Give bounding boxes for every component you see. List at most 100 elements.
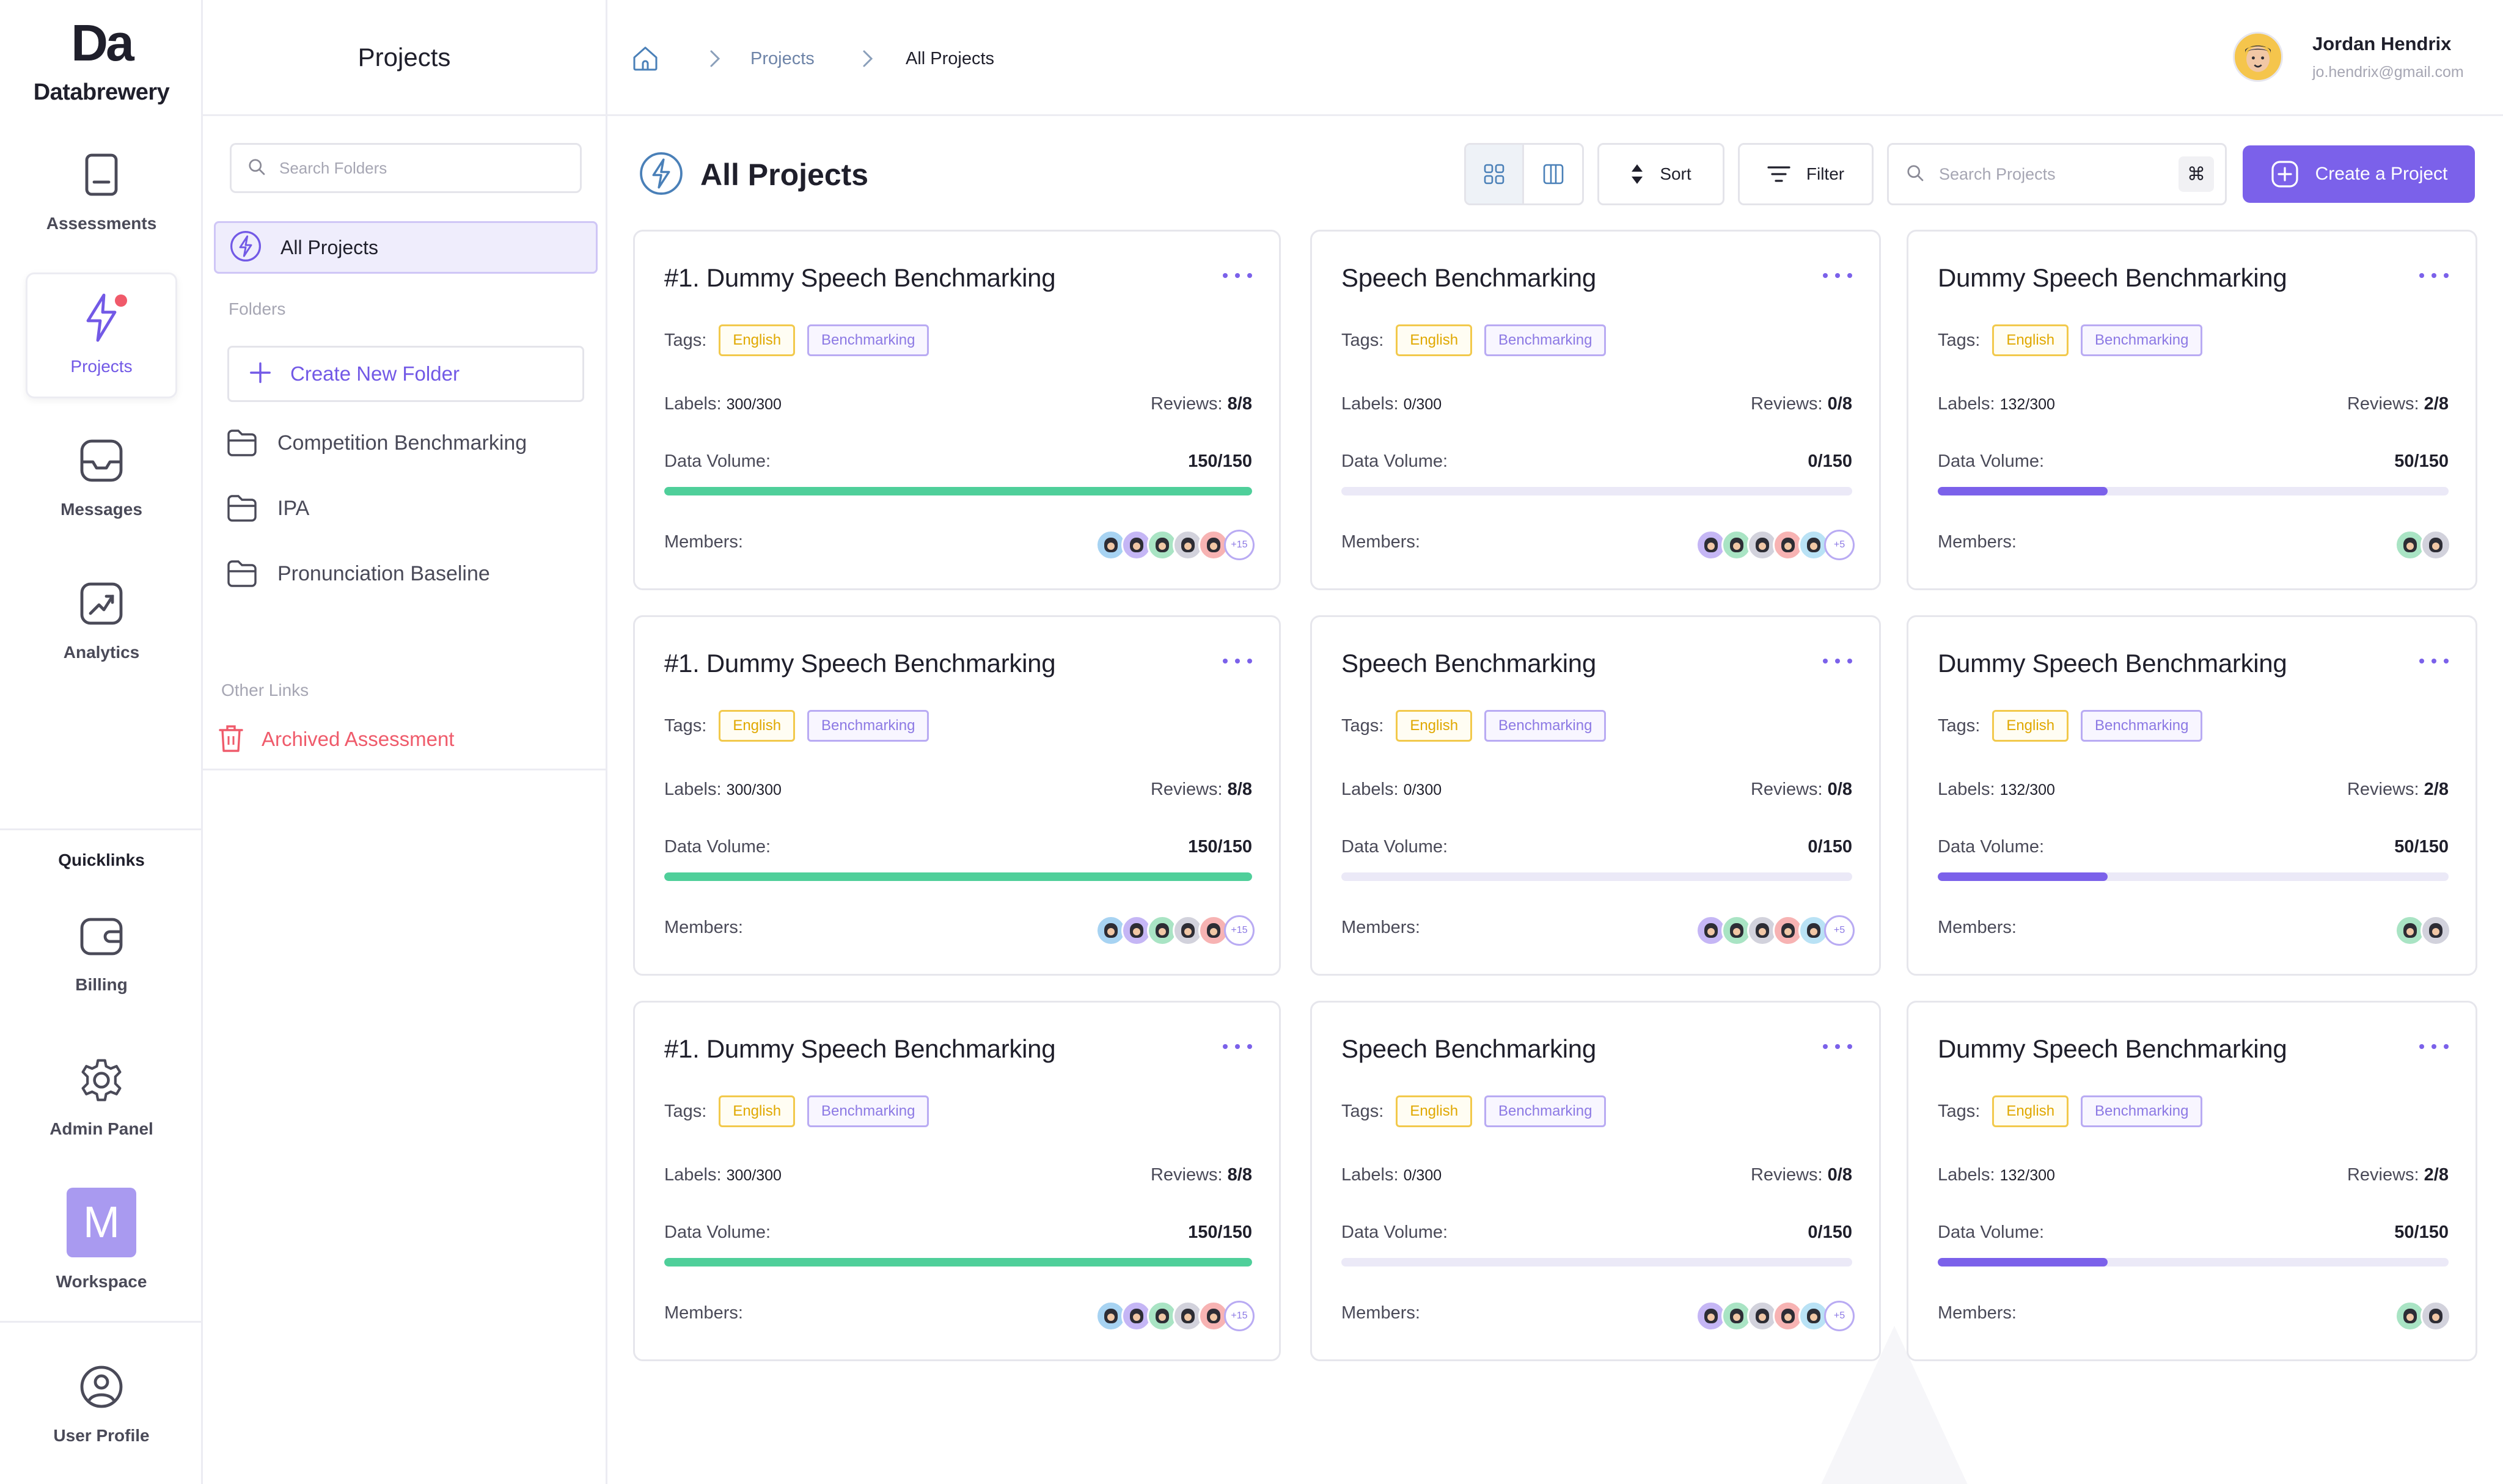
create-new-folder-button[interactable]: Create New Folder [227, 346, 584, 402]
member-avatar[interactable] [1798, 530, 1829, 560]
project-card[interactable]: #1. Dummy Speech Benchmarking Tags: Engl… [633, 615, 1281, 976]
project-card[interactable]: Dummy Speech Benchmarking Tags: English … [1907, 615, 2477, 976]
member-avatar[interactable] [2395, 1301, 2425, 1331]
extra-members-badge[interactable]: +15 [1224, 1301, 1255, 1331]
member-avatar[interactable] [1121, 530, 1152, 560]
archived-assessment-link[interactable]: Archived Assessment [218, 721, 454, 758]
member-avatar[interactable] [2421, 1301, 2451, 1331]
tag-badge[interactable]: Benchmarking [1484, 324, 1607, 356]
more-options-icon[interactable] [1223, 1042, 1252, 1051]
member-avatar[interactable] [2421, 915, 2451, 946]
extra-members-badge[interactable]: +15 [1224, 915, 1255, 946]
member-avatar[interactable] [2395, 530, 2425, 560]
avatar[interactable] [2233, 32, 2283, 82]
member-avatars[interactable]: +5 [1696, 915, 1855, 946]
project-card[interactable]: Dummy Speech Benchmarking Tags: English … [1907, 230, 2477, 590]
member-avatar[interactable] [1096, 1301, 1126, 1331]
member-avatar[interactable] [1696, 530, 1726, 560]
more-options-icon[interactable] [1823, 1042, 1852, 1051]
more-options-icon[interactable] [1823, 271, 1852, 280]
project-card[interactable]: #1. Dummy Speech Benchmarking Tags: Engl… [633, 1001, 1281, 1361]
folder-item[interactable]: Competition Benchmarking [225, 422, 527, 464]
folder-search-input[interactable]: Search Folders [230, 143, 582, 193]
member-avatar[interactable] [1721, 530, 1752, 560]
more-options-icon[interactable] [2419, 271, 2449, 280]
tag-badge[interactable]: Benchmarking [2081, 324, 2203, 356]
user-icon [78, 1364, 125, 1410]
more-options-icon[interactable] [1223, 271, 1252, 280]
tag-badge[interactable]: English [1992, 1095, 2069, 1127]
rail-item-user-profile[interactable]: User Profile [26, 1342, 177, 1468]
member-avatars[interactable]: +15 [1096, 1301, 1255, 1331]
project-card[interactable]: #1. Dummy Speech Benchmarking Tags: Engl… [633, 230, 1281, 590]
column-view-button[interactable] [1524, 145, 1582, 203]
tag-badge[interactable]: English [1396, 324, 1473, 356]
member-avatar[interactable] [1147, 530, 1178, 560]
project-card[interactable]: Speech Benchmarking Tags: English Benchm… [1310, 1001, 1881, 1361]
rail-item-assessments[interactable]: Assessments [26, 130, 177, 255]
project-search-input[interactable]: Search Projects ⌘ [1887, 143, 2227, 205]
tag-badge[interactable]: Benchmarking [2081, 1095, 2203, 1127]
member-avatars[interactable]: +5 [1696, 1301, 1855, 1331]
rail-item-workspace[interactable]: M Workspace [26, 1177, 177, 1303]
member-avatar[interactable] [1096, 915, 1126, 946]
members-label: Members: [1938, 918, 2017, 937]
extra-members-badge[interactable]: +5 [1824, 530, 1855, 560]
project-card[interactable]: Speech Benchmarking Tags: English Benchm… [1310, 615, 1881, 976]
member-avatar[interactable] [1773, 1301, 1803, 1331]
folder-item-all-projects[interactable]: All Projects [214, 221, 598, 274]
sort-button[interactable]: Sort [1597, 143, 1724, 205]
extra-members-badge[interactable]: +5 [1824, 915, 1855, 946]
tag-badge[interactable]: English [719, 710, 796, 742]
member-avatar[interactable] [1747, 915, 1778, 946]
tag-badge[interactable]: Benchmarking [807, 710, 929, 742]
breadcrumb-projects[interactable]: Projects [750, 48, 815, 68]
more-options-icon[interactable] [2419, 1042, 2449, 1051]
home-icon[interactable] [631, 42, 660, 76]
member-avatars[interactable] [2395, 1301, 2451, 1331]
tag-badge[interactable]: English [1992, 710, 2069, 742]
more-options-icon[interactable] [1823, 656, 1852, 666]
rail-item-projects[interactable]: Projects [26, 272, 177, 398]
tag-badge[interactable]: English [719, 1095, 796, 1127]
member-avatars[interactable] [2395, 915, 2451, 946]
rail-item-messages[interactable]: Messages [26, 415, 177, 541]
member-avatar[interactable] [2421, 530, 2451, 560]
tag-badge[interactable]: Benchmarking [1484, 710, 1607, 742]
brand[interactable]: Da Databrewery [0, 17, 203, 106]
tag-badge[interactable]: English [1396, 1095, 1473, 1127]
member-avatar[interactable] [1173, 1301, 1203, 1331]
create-project-button[interactable]: Create a Project [2243, 145, 2475, 203]
folder-item[interactable]: Pronunciation Baseline [225, 552, 490, 595]
member-avatars[interactable] [2395, 530, 2451, 560]
extra-members-badge[interactable]: +15 [1224, 530, 1255, 560]
more-options-icon[interactable] [2419, 656, 2449, 666]
tag-badge[interactable]: Benchmarking [807, 324, 929, 356]
grid-view-button[interactable] [1466, 145, 1525, 203]
folder-item[interactable]: IPA [225, 487, 309, 530]
tag-badge[interactable]: Benchmarking [2081, 710, 2203, 742]
tag-badge[interactable]: Benchmarking [1484, 1095, 1607, 1127]
more-options-icon[interactable] [1223, 656, 1252, 666]
member-avatar[interactable] [1773, 530, 1803, 560]
member-avatars[interactable]: +15 [1096, 915, 1255, 946]
member-avatar[interactable] [1773, 915, 1803, 946]
rail-item-admin-panel[interactable]: Admin Panel [26, 1035, 177, 1161]
rail-item-billing[interactable]: Billing [26, 891, 177, 1017]
member-avatars[interactable]: +5 [1696, 530, 1855, 560]
member-avatar[interactable] [1096, 530, 1126, 560]
tag-badge[interactable]: English [719, 324, 796, 356]
rail-item-analytics[interactable]: Analytics [26, 558, 177, 684]
member-avatar[interactable] [1147, 915, 1178, 946]
member-avatar[interactable] [1147, 1301, 1178, 1331]
member-avatar[interactable] [1173, 530, 1203, 560]
project-card[interactable]: Speech Benchmarking Tags: English Benchm… [1310, 230, 1881, 590]
tag-badge[interactable]: English [1396, 710, 1473, 742]
filter-button[interactable]: Filter [1738, 143, 1874, 205]
project-card[interactable]: Dummy Speech Benchmarking Tags: English … [1907, 1001, 2477, 1361]
tag-badge[interactable]: English [1992, 324, 2069, 356]
extra-members-badge[interactable]: +5 [1824, 1301, 1855, 1331]
tag-badge[interactable]: Benchmarking [807, 1095, 929, 1127]
member-avatar[interactable] [1798, 915, 1829, 946]
member-avatars[interactable]: +15 [1096, 530, 1255, 560]
